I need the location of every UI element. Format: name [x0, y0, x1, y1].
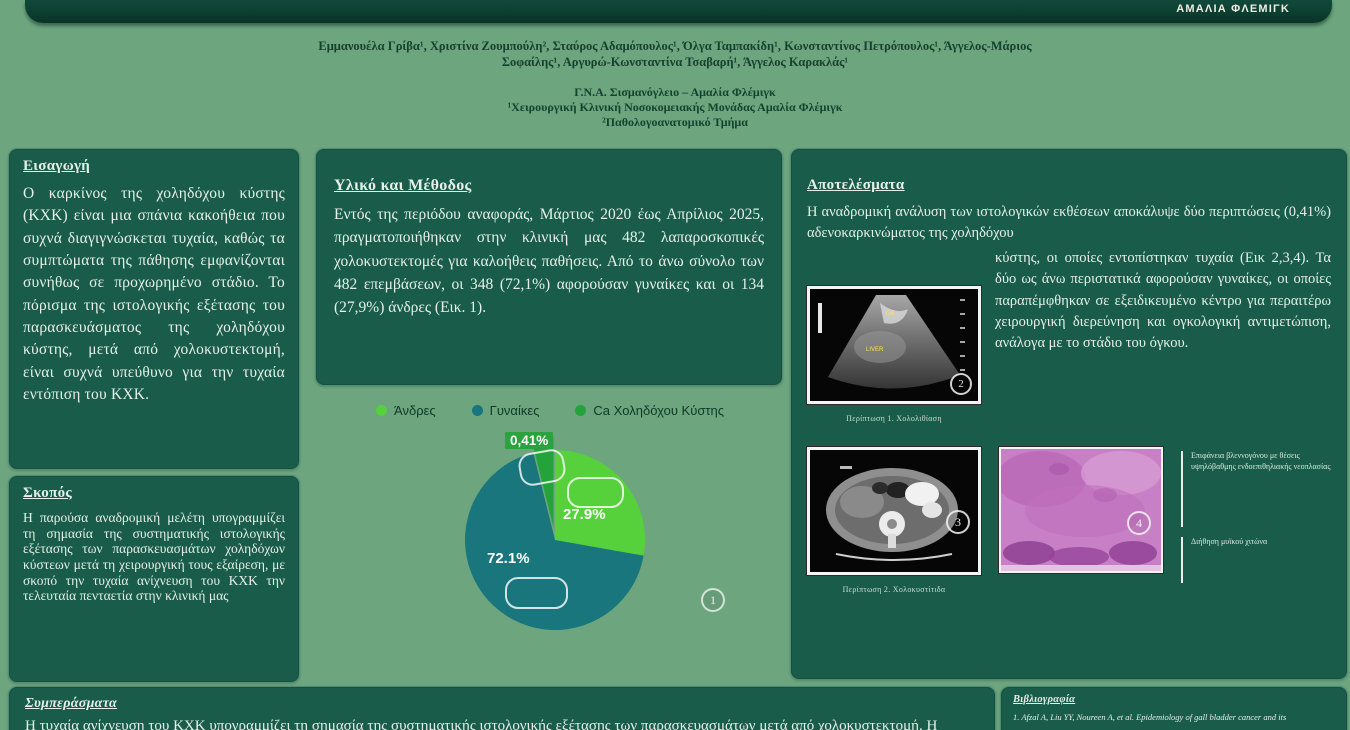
pie-legend: Άνδρες Γυναίκες Ca Χοληδόχου Κύστης	[315, 403, 785, 418]
ultrasound-caption: Περίπτωση 1. Χολολιθίαση	[846, 414, 942, 424]
affiliation-hospital: Γ.Ν.Α. Σισμανόγλειο – Αμαλία Φλέμιγκ	[574, 85, 776, 99]
conclusions-title: Συμπεράσματα	[25, 696, 118, 711]
results-body-part1: Η αναδρομική ανάλυση των ιστολογικών εκθ…	[807, 204, 1331, 242]
ultrasound-figure: GB LIVER 2 Περίπτωση 1. Χολολιθίαση	[807, 286, 981, 423]
men-legend-label: Άνδρες	[394, 403, 436, 418]
ct-graphic	[826, 466, 958, 562]
results-title: Αποτελέσματα	[807, 177, 905, 193]
methods-title: Υλικό και Μέθοδος	[334, 177, 472, 194]
ghost-callout	[505, 577, 568, 609]
authors-line-1: Εμμανουέλα Γρίβα¹, Χριστίνα Ζουμπούλη², …	[318, 39, 1032, 53]
section-conclusions: Συμπεράσματα Η τυχαία ανίχνευση του ΚΧΚ …	[8, 686, 996, 730]
histology-figure: 4	[996, 447, 1163, 574]
affiliation-pathology-dept: ²Παθολογοανατομικό Τμήμα	[602, 115, 748, 129]
us-label-liver: LIVER	[866, 347, 884, 353]
annotation-mucosa: Επιφάνεια βλεννογόνου με θέσεις υψηλόβαθ…	[1181, 451, 1331, 528]
section-results: Αποτελέσματα Η αναδρομική ανάλυση των ισ…	[790, 148, 1348, 680]
bibliography-ref-1: 1. Afzal A, Liu YY, Noureen A, et al. Ep…	[1013, 712, 1287, 722]
results-row-1: GB LIVER 2 Περίπτωση 1. Χολολιθίαση κύστ…	[807, 248, 1331, 423]
results-row-2: 3 Περίπτωση 2. Χολοκυστίτιδα	[807, 447, 1331, 594]
pie-label-women: 72.1%	[487, 550, 530, 567]
affiliations-block: Γ.Ν.Α. Σισμανόγλειο – Αμαλία Φλέμιγκ ¹Χε…	[0, 85, 1350, 130]
authors-line-2: Σοφαίλης¹, Αργυρώ-Κωνσταντίνα Τσαβαρή¹, …	[501, 55, 849, 69]
authors-block: Εμμανουέλα Γρίβα¹, Χριστίνα Ζουμπούλη², …	[0, 38, 1350, 70]
ct-image: 3	[807, 447, 981, 576]
legend-item-women: Γυναίκες	[471, 403, 540, 418]
figure-3-marker: 3	[946, 510, 970, 535]
pie-slice-0	[555, 450, 645, 556]
histology-annotations: Επιφάνεια βλεννογόνου με θέσεις υψηλόβαθ…	[1181, 447, 1331, 584]
bibliography-title: Βιβλιογραφία	[1013, 694, 1076, 705]
methods-body: Εντός της περιόδου αναφοράς, Μάρτιος 202…	[334, 206, 764, 316]
introduction-title: Εισαγωγή	[23, 158, 91, 174]
women-legend-label: Γυναίκες	[489, 403, 540, 418]
conclusions-body: Η τυχαία ανίχνευση του ΚΧΚ υπογραμμίζει …	[25, 718, 938, 730]
annotation-muscular-layer: Διήθηση μυϊκού χιτώνα	[1181, 537, 1331, 584]
affiliation-surgical-clinic: ¹Χειρουργική Κλινική Νοσοκομειακής Μονάδ…	[507, 100, 843, 114]
women-legend-dot	[471, 405, 483, 416]
section-purpose: Σκοπός Η παρούσα αναδρομική μελέτη υπογρ…	[8, 475, 300, 683]
ca-legend-dot	[575, 405, 587, 416]
histology-image: 4	[996, 447, 1163, 574]
figure-2-marker: 2	[950, 373, 972, 396]
legend-item-ca: Ca Χοληδόχου Κύστης	[575, 403, 724, 418]
ct-figure: 3 Περίπτωση 2. Χολοκυστίτιδα	[807, 447, 981, 594]
histology-graphic	[996, 449, 1161, 572]
ultrasound-image: GB LIVER 2	[807, 286, 981, 405]
men-legend-dot	[376, 405, 388, 416]
figure-1-marker: 1	[701, 588, 725, 612]
ct-caption: Περίπτωση 2. Χολοκυστίτιδα	[842, 585, 946, 595]
introduction-body: Ο καρκίνος της χοληδόχου κύστης (ΚΧΚ) εί…	[23, 185, 285, 403]
ultrasound-graphic: GB LIVER	[818, 295, 965, 389]
us-label-gb: GB	[886, 311, 895, 317]
pie-slice-2	[531, 437, 554, 528]
purpose-title: Σκοπός	[23, 485, 73, 501]
ghost-callout	[567, 477, 624, 508]
hospital-name: ΑΜΑΛΙΑ ΦΛΕΜΙΓΚ	[1176, 3, 1290, 15]
section-bibliography: Βιβλιογραφία 1. Afzal A, Liu YY, Noureen…	[1000, 686, 1348, 730]
figure-4-marker: 4	[1127, 511, 1151, 536]
header-bar: ΑΜΑΛΙΑ ΦΛΕΜΙΓΚ	[25, 0, 1332, 23]
legend-item-men: Άνδρες	[376, 403, 436, 418]
section-introduction: Εισαγωγή Ο καρκίνος της χοληδόχου κύστης…	[8, 148, 300, 470]
pie-label-men: 27.9%	[563, 506, 606, 523]
section-methods: Υλικό και Μέθοδος Εντός της περιόδου ανα…	[315, 148, 783, 386]
purpose-body: Η παρούσα αναδρομική μελέτη υπογραμμίζει…	[23, 510, 285, 604]
results-body-part2: κύστης, οι οποίες εντοπίστηκαν τυχαία (Ε…	[995, 250, 1331, 351]
pie-label-ca: 0,41%	[505, 432, 554, 449]
ca-legend-label: Ca Χοληδόχου Κύστης	[593, 403, 724, 418]
